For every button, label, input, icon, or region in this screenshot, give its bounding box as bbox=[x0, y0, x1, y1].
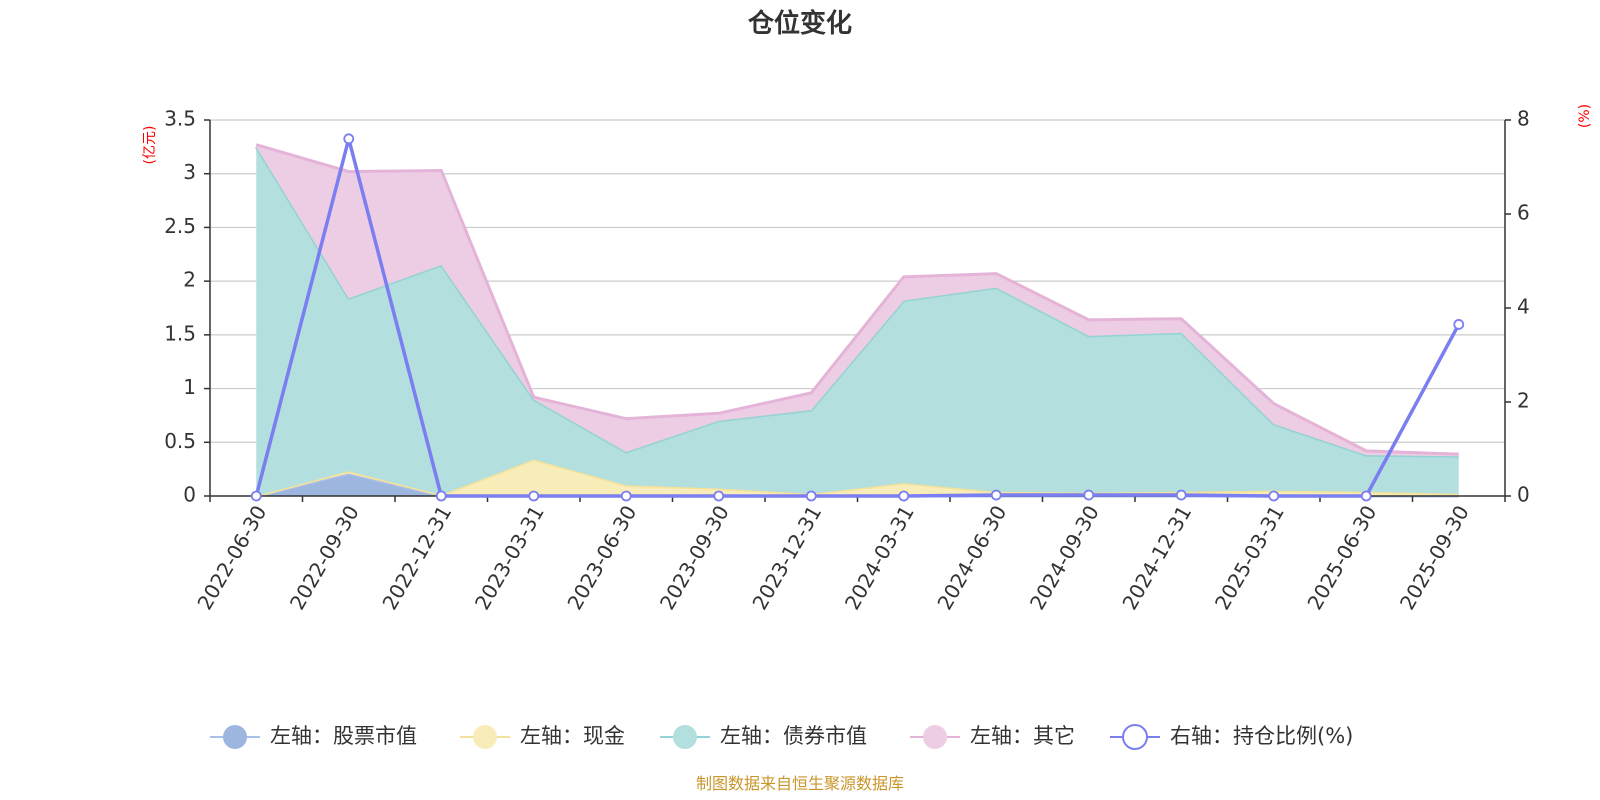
x-axis-tick-label: 2025-03-31 bbox=[1210, 501, 1289, 614]
ratio-point bbox=[990, 489, 1002, 501]
ratio-point bbox=[1453, 319, 1465, 330]
legend-label: 右轴：持仓比例(%) bbox=[1170, 724, 1353, 748]
chart-title: 仓位变化 bbox=[747, 8, 852, 39]
right-axis-tick-label: 6 bbox=[1517, 201, 1530, 225]
ratio-point bbox=[713, 490, 725, 502]
right-axis-tick-label: 4 bbox=[1517, 295, 1530, 319]
x-axis-tick-label: 2024-03-31 bbox=[840, 501, 919, 614]
ratio-point bbox=[898, 490, 910, 502]
x-axis-tick-label: 2022-12-31 bbox=[377, 501, 456, 614]
area-series-3 bbox=[256, 146, 1459, 496]
ratio-point bbox=[1268, 490, 1280, 502]
x-axis-tick-label: 2022-06-30 bbox=[192, 501, 271, 614]
left-axis-tick-label: 2.5 bbox=[164, 214, 196, 238]
left-axis-tick-label: 2 bbox=[183, 268, 196, 292]
x-axis-tick-label: 2025-06-30 bbox=[1302, 501, 1381, 614]
left-axis-unit: (亿元) bbox=[142, 126, 158, 165]
area-series-4 bbox=[256, 144, 1459, 457]
legend-marker bbox=[223, 725, 247, 749]
ratio-line bbox=[250, 133, 1465, 502]
right-axis-tick-label: 2 bbox=[1517, 389, 1530, 413]
plot-areas bbox=[254, 143, 1459, 498]
legend-marker bbox=[923, 725, 947, 749]
x-axis-tick-label: 2023-03-31 bbox=[470, 501, 549, 614]
left-axis-tick-label: 0.5 bbox=[164, 429, 196, 453]
left-axis-tick-label: 3.5 bbox=[164, 107, 196, 131]
legend-marker bbox=[673, 725, 697, 749]
legend-label: 左轴：股票市值 bbox=[270, 724, 417, 748]
ratio-point bbox=[805, 490, 817, 502]
area-series-4-edge bbox=[255, 143, 1459, 456]
ratio-point bbox=[343, 133, 355, 145]
right-axis-unit: (%) bbox=[1577, 104, 1593, 128]
ratio-series-line bbox=[254, 137, 1461, 498]
right-axis-tick-label: 8 bbox=[1517, 107, 1530, 131]
ratio-point bbox=[1083, 489, 1095, 501]
legend-label: 左轴：债券市值 bbox=[720, 724, 867, 748]
x-axis-tick-label: 2024-06-30 bbox=[932, 501, 1011, 614]
left-axis-tick-label: 1.5 bbox=[164, 321, 196, 345]
x-axis-tick-label: 2025-09-30 bbox=[1395, 501, 1474, 614]
ratio-point bbox=[1360, 490, 1372, 502]
x-axis-tick-label: 2024-09-30 bbox=[1025, 501, 1104, 614]
area-series-2 bbox=[256, 459, 1459, 496]
legend-marker bbox=[1122, 724, 1148, 750]
data-source-note: 制图数据来自恒生聚源数据库 bbox=[696, 774, 904, 793]
ratio-point bbox=[435, 490, 447, 502]
left-axis-tick-label: 0 bbox=[183, 483, 196, 507]
left-axis-tick-label: 1 bbox=[183, 375, 196, 399]
x-axis-tick-label: 2023-09-30 bbox=[655, 501, 734, 614]
right-axis-tick-label: 0 bbox=[1517, 483, 1530, 507]
ratio-point bbox=[620, 490, 632, 502]
left-axis-tick-label: 3 bbox=[183, 160, 196, 184]
ratio-point bbox=[528, 490, 540, 502]
x-axis-tick-label: 2024-12-31 bbox=[1117, 501, 1196, 614]
x-axis-tick-label: 2023-12-31 bbox=[747, 501, 826, 614]
legend: 左轴：股票市值 左轴：现金 左轴：债券市值 左轴：其它 右轴：持仓比例(%) bbox=[210, 724, 1353, 750]
x-axis-tick-label: 2022-09-30 bbox=[285, 501, 364, 614]
legend-label: 左轴：其它 bbox=[970, 724, 1075, 748]
legend-label: 左轴：现金 bbox=[520, 724, 625, 748]
ratio-point bbox=[250, 490, 262, 502]
legend-marker bbox=[473, 725, 497, 749]
area-series-1 bbox=[256, 473, 1459, 496]
ratio-point bbox=[1175, 489, 1187, 501]
x-axis-tick-label: 2023-06-30 bbox=[562, 501, 641, 614]
